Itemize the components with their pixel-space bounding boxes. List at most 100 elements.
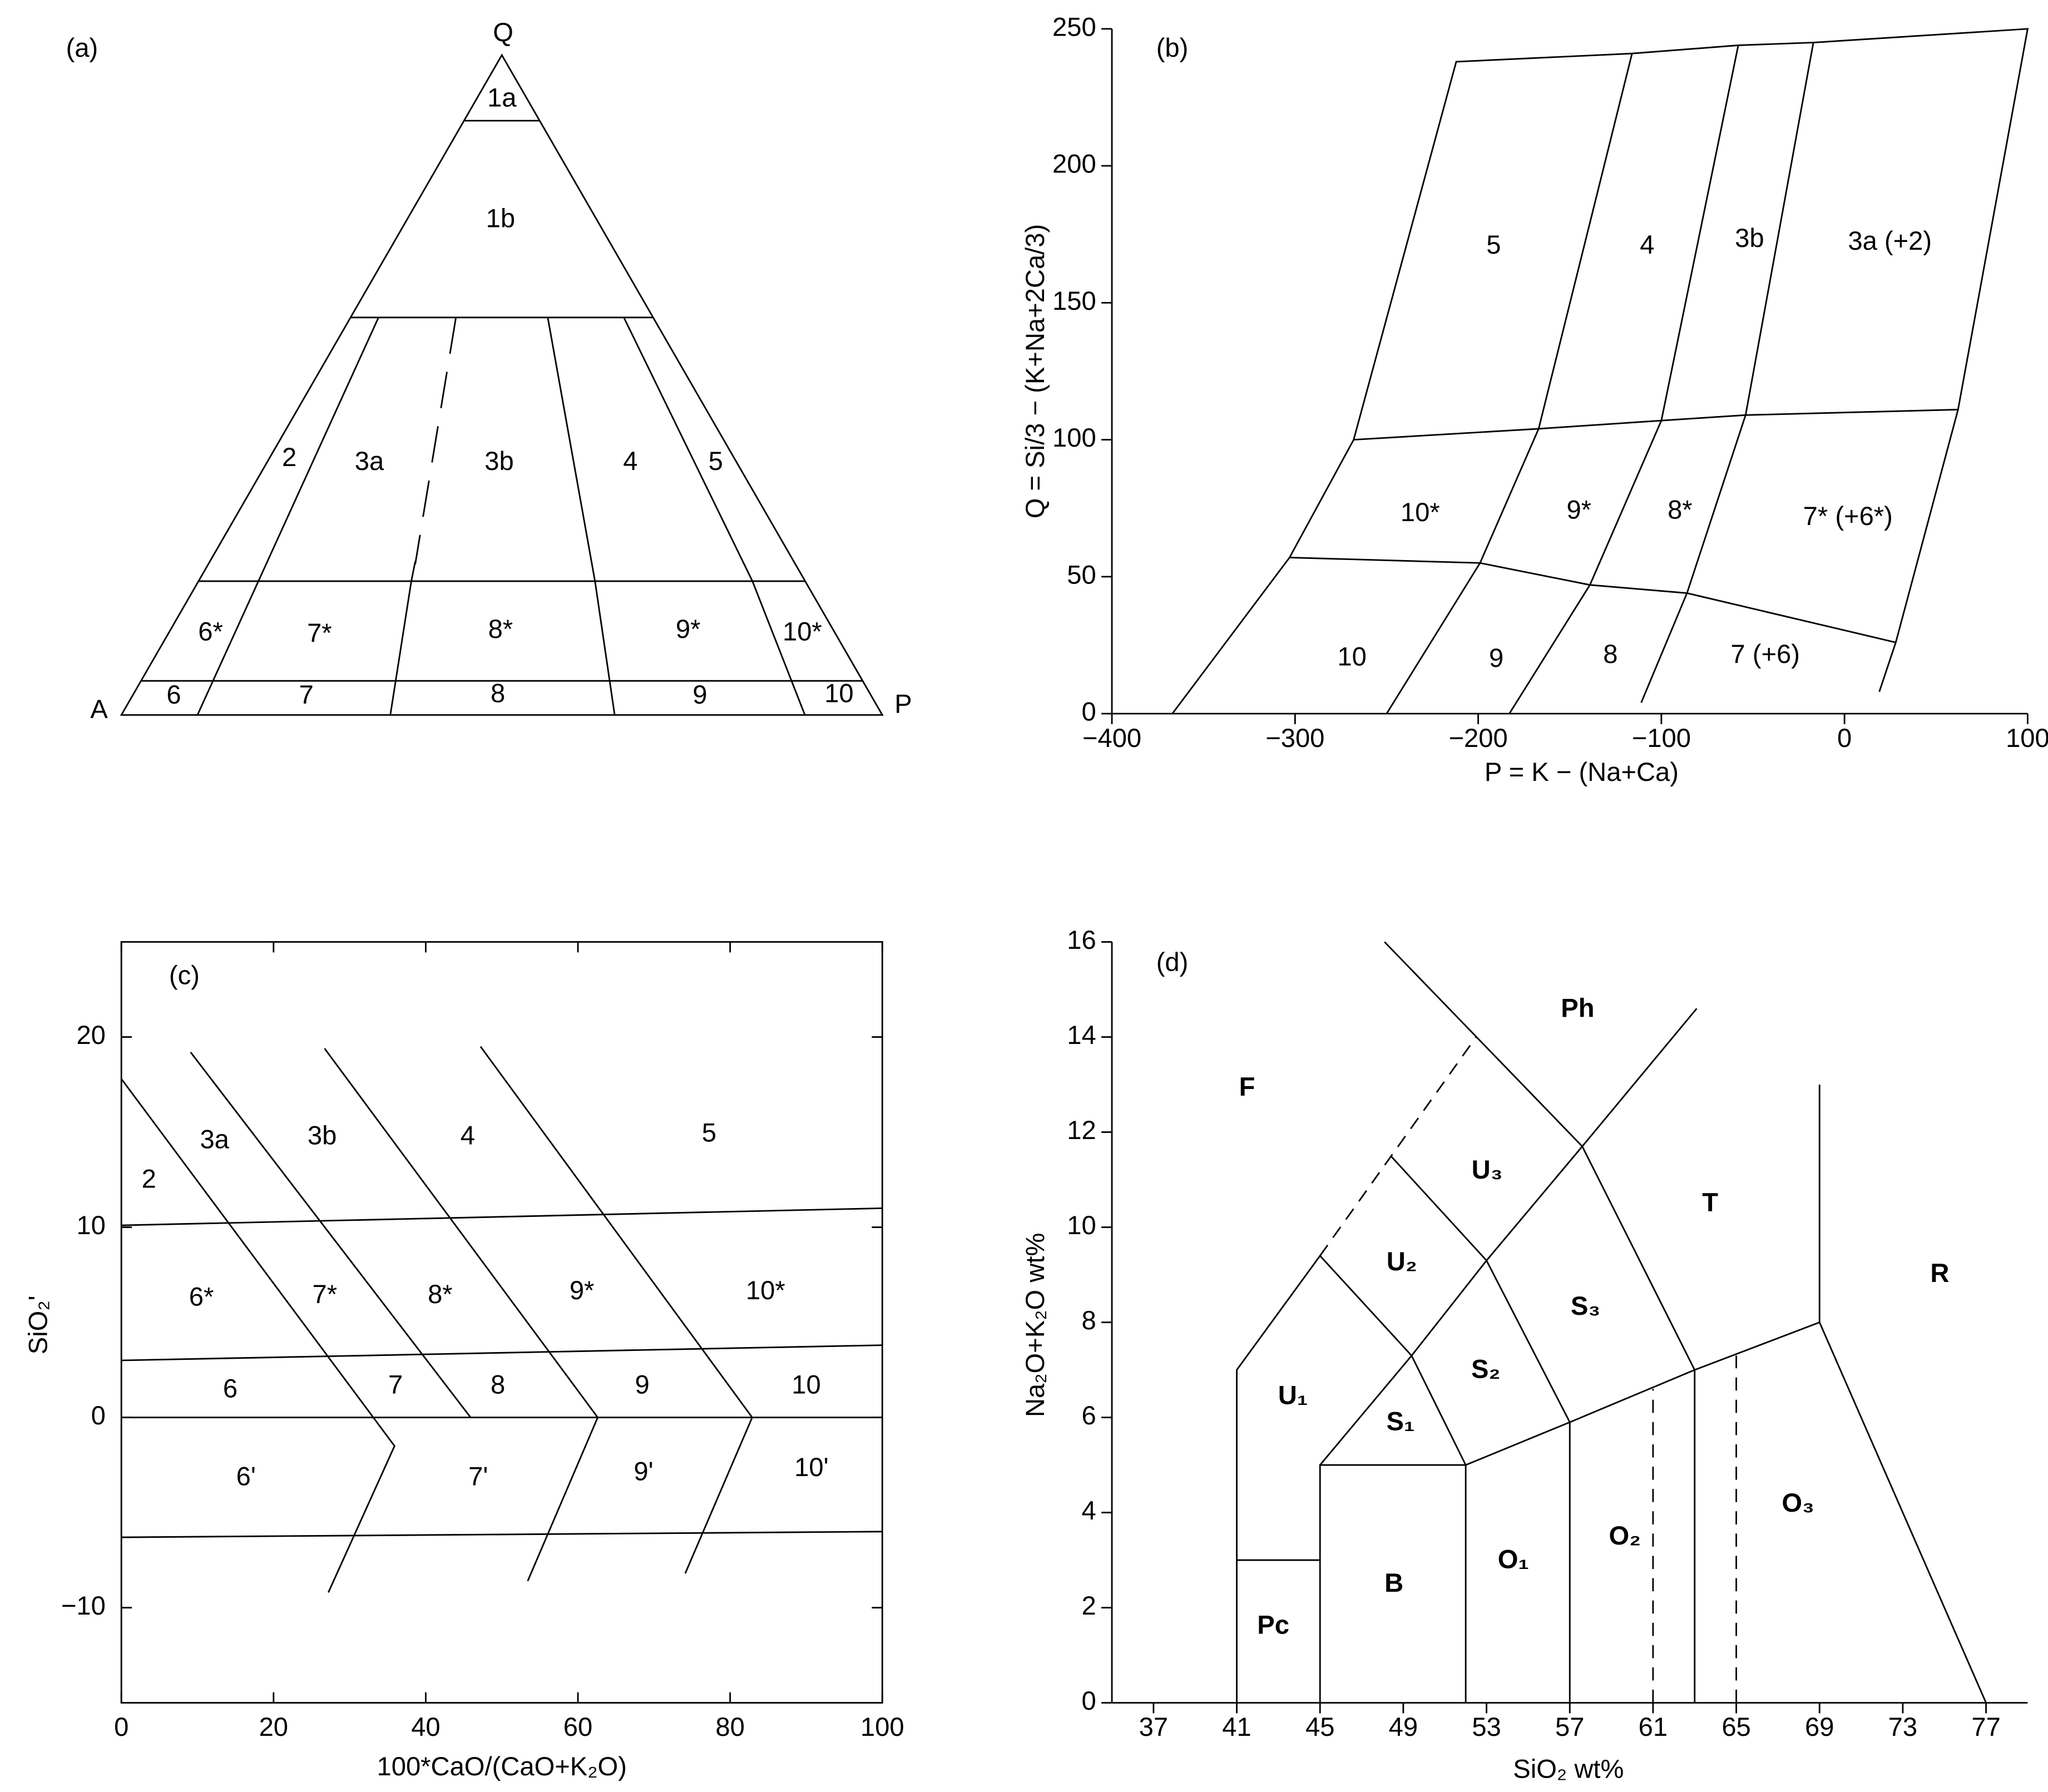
region-label: Pc [1257,1610,1289,1639]
region-label: 9 [692,680,707,709]
y-tick-label: 16 [1067,925,1096,954]
y-tick-label: 200 [1052,149,1096,179]
region-label: 6* [189,1282,214,1311]
region-label: 7 [299,680,314,709]
boundary-line [594,581,616,715]
y-tick-label: 0 [91,1400,106,1430]
x-tick-label: 57 [1555,1712,1584,1741]
y-tick-label: −10 [61,1591,106,1620]
panel-label: (d) [1156,947,1189,977]
region-label: S₃ [1571,1291,1600,1320]
region-label: 9* [570,1275,595,1305]
region-label: 3b [308,1120,337,1150]
y-tick-label: 14 [1067,1020,1096,1050]
region-label: 10* [1401,497,1440,527]
region-label: 8* [1668,494,1693,524]
y-tick-label: 0 [1081,697,1096,726]
boundary [190,1052,472,1418]
region-label: 9* [1566,494,1591,524]
boundary-line [414,317,457,565]
y-tick-label: 50 [1067,560,1096,589]
region-label: U₁ [1278,1380,1308,1409]
region-label: 8* [428,1279,453,1309]
boundary [1236,1008,1698,1703]
region-label: O₂ [1609,1521,1641,1550]
boundary [121,1078,395,1593]
x-tick-label: 40 [411,1712,440,1741]
vertex-label: A [90,694,108,724]
x-tick-label: 53 [1472,1712,1501,1741]
x-tick-label: 100 [860,1712,904,1741]
x-tick-label: 37 [1139,1712,1168,1741]
region-label: 6* [198,617,223,646]
boundary-line [751,581,806,716]
x-tick-label: 20 [259,1712,288,1741]
region-label: U₃ [1472,1155,1503,1184]
region-label: 10 [1337,642,1366,671]
x-tick-label: 77 [1971,1712,2000,1741]
x-tick-label: −300 [1265,723,1324,753]
panel-label: (a) [66,33,98,62]
region-label: 4 [1640,230,1654,259]
y-tick-label: 12 [1067,1115,1096,1145]
x-axis-title: 100*CaO/(CaO+K₂O) [377,1751,627,1781]
x-tick-label: −200 [1448,723,1507,753]
x-tick-label: 41 [1222,1712,1251,1741]
x-tick-label: 49 [1389,1712,1418,1741]
boundary [1390,1155,1571,1703]
region-label: S₁ [1386,1407,1414,1436]
x-tick-label: 80 [715,1712,744,1741]
vertex-label: Q [493,17,513,47]
x-tick-label: 100 [2006,723,2048,753]
region-label: 3a [200,1125,229,1154]
x-tick-label: 0 [1837,723,1852,753]
region-label: 7* [307,618,332,647]
region-label: 10* [783,617,822,646]
region-label: 10' [794,1452,828,1482]
plot-frame [120,941,883,1704]
y-tick-label: 150 [1052,286,1096,315]
region-label: O₃ [1782,1488,1814,1517]
x-tick-label: −400 [1082,723,1141,753]
region-label: 7' [468,1462,488,1491]
boundary [1508,45,1739,714]
region-label: 4 [461,1120,475,1150]
y-tick-label: 2 [1081,1591,1096,1620]
region-label: 2 [142,1164,156,1193]
region-label: 6 [223,1374,238,1403]
region-label: 10* [746,1275,785,1305]
region-label: 8* [488,614,513,643]
y-tick-label: 20 [76,1020,105,1050]
y-axis-title: Na₂O+K₂O wt% [1020,1233,1050,1417]
y-axis-title: SiO₂' [23,1295,52,1354]
boundary-line [623,317,754,582]
region-label: 9' [634,1456,653,1486]
panel-label: (c) [169,961,200,990]
region-label: 3b [484,446,513,476]
boundary-line [547,317,596,582]
region-label: S₂ [1471,1354,1500,1383]
region-label: 2 [282,442,296,472]
region-label: 7* [313,1279,338,1309]
y-tick-label: 4 [1081,1496,1096,1525]
boundary [1171,28,2029,714]
x-tick-label: −100 [1632,723,1691,753]
y-tick-label: 10 [76,1210,105,1240]
region-label: 5 [709,446,723,476]
x-tick-label: 69 [1805,1712,1834,1741]
region-label: 1b [486,204,515,233]
boundary [1640,42,1814,703]
region-label: B [1384,1568,1403,1597]
boundary [479,1046,753,1574]
region-label: 7 (+6) [1730,639,1800,669]
x-tick-label: 45 [1305,1712,1334,1741]
region-label: U₂ [1387,1246,1417,1276]
boundary [121,1531,883,1538]
triangle [120,53,884,716]
region-label: 8 [491,1370,505,1399]
boundary [1353,409,1958,441]
boundary-line [410,561,416,582]
boundary-line [196,317,379,716]
